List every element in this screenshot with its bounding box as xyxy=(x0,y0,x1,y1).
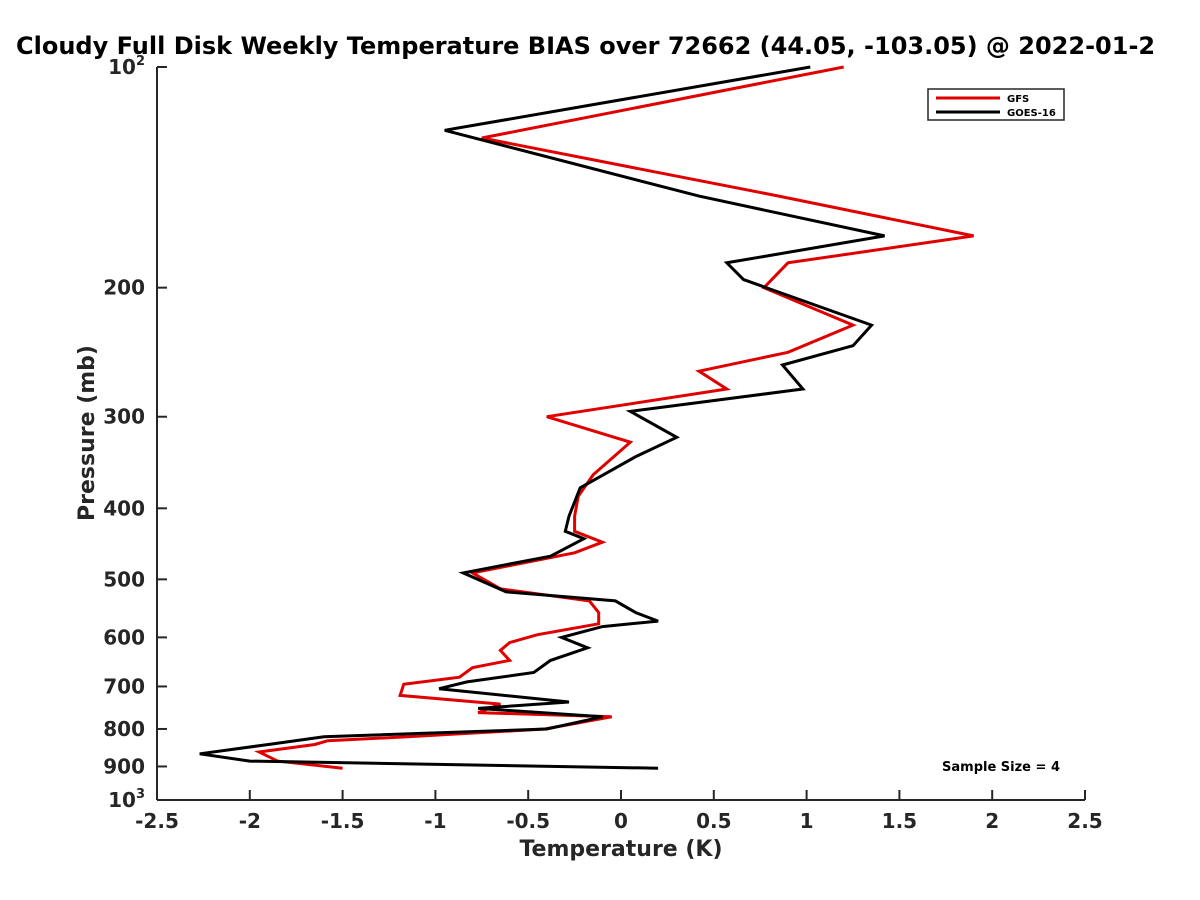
x-tick-label: -1 xyxy=(424,809,446,833)
series-line-goes-16 xyxy=(199,65,885,770)
y-tick-label: 400 xyxy=(103,496,145,520)
x-tick-label: -1.5 xyxy=(321,809,365,833)
x-tick-label: 2.5 xyxy=(1067,809,1102,833)
legend-box xyxy=(927,88,1065,121)
y-tick-label: 102 xyxy=(108,54,145,79)
x-axis-label: Temperature (K) xyxy=(519,837,722,862)
chart-title: Cloudy Full Disk Weekly Temperature BIAS… xyxy=(16,32,1155,60)
legend-label: GOES-16 xyxy=(1007,108,1056,119)
x-tick-label: -2.5 xyxy=(135,809,179,833)
x-tick-label: 1.5 xyxy=(882,809,917,833)
y-tick-label: 600 xyxy=(103,625,145,649)
y-axis-label: Pressure (mb) xyxy=(75,345,100,521)
plot-area: -2.5 -2 -1.5 -1 -0.5 0 0.5 1 1.5 2 2.5 102 200 300 400… xyxy=(103,54,1102,833)
x-tick-label: 0 xyxy=(614,809,628,833)
y-tick-label: 800 xyxy=(103,717,145,741)
x-tick-label: 2 xyxy=(985,809,999,833)
x-tick-label: -0.5 xyxy=(506,809,550,833)
y-tick-label: 900 xyxy=(103,754,145,778)
legend: GFS GOES-16 xyxy=(927,88,1065,121)
y-tick-label: 700 xyxy=(103,674,145,698)
y-tick-label: 200 xyxy=(103,276,145,300)
y-tick-label: 300 xyxy=(103,405,145,429)
y-tick-label: 103 xyxy=(108,787,145,812)
x-tick-label: 1 xyxy=(800,809,814,833)
y-tick-label: 500 xyxy=(103,567,145,591)
x-tick-label: 0.5 xyxy=(696,809,731,833)
sample-size-annotation: Sample Size = 4 xyxy=(942,760,1060,775)
series-line-gfs xyxy=(254,65,974,770)
x-tick-label: -2 xyxy=(239,809,261,833)
legend-label: GFS xyxy=(1007,94,1029,105)
